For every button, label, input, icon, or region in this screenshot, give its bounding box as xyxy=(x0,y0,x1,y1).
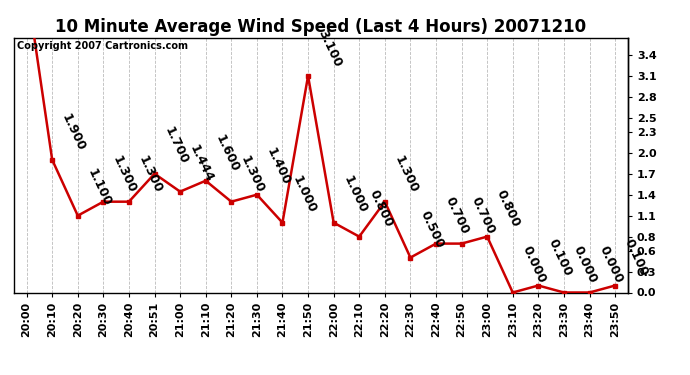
Text: 1.300: 1.300 xyxy=(110,153,139,195)
Text: 0.700: 0.700 xyxy=(469,195,497,237)
Text: 1.300: 1.300 xyxy=(238,153,267,195)
Text: 1.600: 1.600 xyxy=(213,132,242,174)
Text: 0.000: 0.000 xyxy=(596,244,625,285)
Text: 0.800: 0.800 xyxy=(366,188,395,230)
Text: 1.900: 1.900 xyxy=(59,111,88,153)
Text: 1.000: 1.000 xyxy=(289,174,318,216)
Text: Copyright 2007 Cartronics.com: Copyright 2007 Cartronics.com xyxy=(17,41,188,51)
Text: 0.800: 0.800 xyxy=(494,188,522,230)
Text: 0.100: 0.100 xyxy=(622,237,651,279)
Text: 3.100: 3.100 xyxy=(315,28,344,69)
Text: 0.500: 0.500 xyxy=(417,209,446,251)
Text: 1.700: 1.700 xyxy=(161,125,190,167)
Text: 4.400: 4.400 xyxy=(0,374,1,375)
Text: 1.400: 1.400 xyxy=(264,146,293,188)
Text: 1.100: 1.100 xyxy=(85,167,113,209)
Text: 1.444: 1.444 xyxy=(187,143,216,184)
Text: 0.700: 0.700 xyxy=(443,195,471,237)
Text: 1.000: 1.000 xyxy=(341,174,369,216)
Title: 10 Minute Average Wind Speed (Last 4 Hours) 20071210: 10 Minute Average Wind Speed (Last 4 Hou… xyxy=(55,18,587,36)
Text: 0.100: 0.100 xyxy=(545,237,574,279)
Text: 1.300: 1.300 xyxy=(136,153,164,195)
Text: 0.000: 0.000 xyxy=(520,244,549,285)
Text: 1.300: 1.300 xyxy=(392,153,420,195)
Text: 0.000: 0.000 xyxy=(571,244,600,285)
